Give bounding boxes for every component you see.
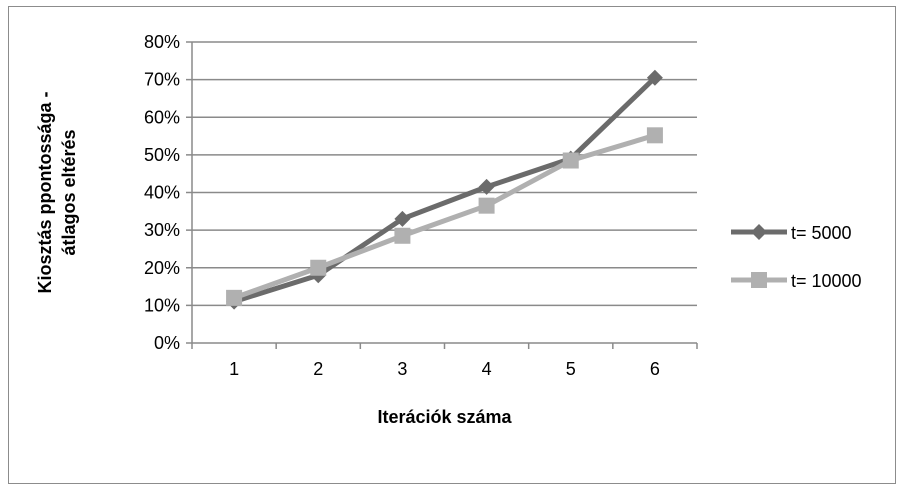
y-axis-title-line: átlagos eltérés [59,129,79,255]
y-tick-label: 10% [144,295,180,315]
line-chart: 0% 10% 20% 30% 40% 50% 60% 70% 80% 1 2 3 4 5 6 t= 500… [35,32,862,427]
y-axis-title-line: Kiosztás ppontossága - [35,91,55,293]
x-tick-label: 2 [313,359,323,379]
series-line [233,75,657,304]
data-point [478,178,495,195]
legend-marker [751,224,767,240]
data-point [226,289,243,306]
data-point [478,197,495,214]
gridlines [192,41,697,307]
x-tick-labels: 1 2 3 4 5 6 [229,359,660,379]
legend-entry: t= 5000 [731,223,852,243]
data-point [394,227,411,244]
data-point [646,127,663,144]
y-tick-labels: 0% 10% 20% 30% 40% 50% 60% 70% 80% [144,32,180,353]
data-point [562,152,579,169]
y-tick-label: 20% [144,258,180,278]
legend: t= 5000 t= 10000 [731,223,862,291]
y-tick-label: 30% [144,220,180,240]
axes [186,41,698,349]
series [226,69,663,310]
series-1 [226,69,663,310]
legend-label: t= 5000 [791,223,852,243]
data-point [394,210,411,227]
data-point [310,259,327,276]
y-tick-label: 80% [144,32,180,52]
series-2 [226,127,663,306]
chart-frame: 0% 10% 20% 30% 40% 50% 60% 70% 80% 1 2 3 4 5 6 t= 500… [8,6,896,484]
x-tick-label: 6 [650,359,660,379]
y-tick-label: 0% [154,333,180,353]
series-line [233,132,656,301]
y-tick-label: 40% [144,183,180,203]
x-tick-label: 4 [482,359,492,379]
y-tick-label: 70% [144,70,180,90]
legend-label: t= 10000 [791,271,862,291]
x-tick-label: 3 [397,359,407,379]
legend-marker [751,272,767,288]
legend-entry: t= 10000 [731,271,862,291]
x-tick-label: 5 [566,359,576,379]
y-axis-title: Kiosztás ppontossága - átlagos eltérés [35,91,79,293]
y-tick-label: 60% [144,107,180,127]
x-tick-label: 1 [229,359,239,379]
x-axis-title: Iterációk száma [377,407,512,427]
data-point [646,69,663,86]
y-tick-label: 50% [144,145,180,165]
